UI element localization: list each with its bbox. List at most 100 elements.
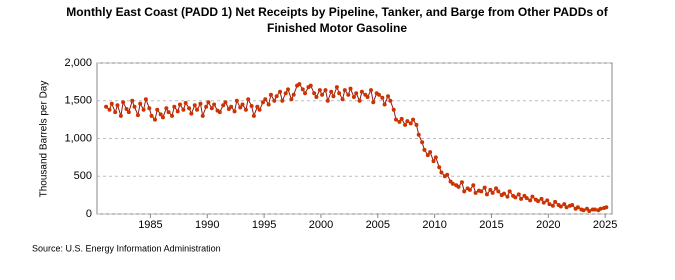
data-point: [118, 113, 123, 118]
data-point: [494, 186, 499, 191]
data-point: [496, 189, 501, 194]
data-point: [130, 98, 135, 103]
data-point: [291, 92, 296, 97]
data-point: [297, 82, 302, 87]
data-point: [325, 98, 330, 103]
data-point: [317, 88, 322, 93]
data-point: [354, 91, 359, 96]
x-tick-label: 2005: [366, 219, 390, 231]
data-point: [411, 117, 416, 122]
data-point: [172, 104, 177, 109]
data-point: [329, 89, 334, 94]
data-point: [488, 187, 493, 192]
data-point: [507, 189, 512, 194]
data-point: [388, 98, 393, 103]
data-point: [164, 106, 169, 111]
y-axis-label: Thousand Barrels per Day: [39, 81, 50, 198]
data-point: [371, 100, 376, 105]
data-point: [255, 104, 260, 109]
data-point: [346, 92, 351, 97]
data-point: [482, 185, 487, 190]
data-point: [177, 102, 182, 107]
data-point: [536, 199, 541, 204]
data-point: [437, 165, 442, 170]
data-point: [490, 190, 495, 195]
data-point: [513, 195, 518, 200]
data-point: [132, 104, 137, 109]
data-point: [251, 113, 256, 118]
data-point: [558, 204, 563, 209]
x-tick-label: 1990: [195, 219, 219, 231]
data-point: [564, 205, 569, 210]
data-point: [268, 92, 273, 97]
data-point: [414, 122, 419, 127]
data-point: [516, 192, 521, 197]
data-point: [263, 97, 268, 102]
data-point: [337, 91, 342, 96]
data-point: [187, 106, 192, 111]
data-point: [183, 101, 188, 106]
data-point: [376, 92, 381, 97]
data-point: [550, 203, 555, 208]
plot-frame: [96, 62, 613, 215]
y-tick-label: 2,000: [64, 57, 92, 69]
x-tick-label: 2025: [593, 219, 617, 231]
data-point: [545, 198, 550, 203]
data-point: [121, 100, 126, 105]
data-point: [399, 116, 404, 121]
x-tick-label: 2015: [479, 219, 503, 231]
data-point: [141, 107, 146, 112]
data-point: [212, 102, 217, 107]
data-point: [138, 101, 143, 106]
data-point: [312, 91, 317, 96]
data-point: [422, 147, 427, 152]
data-point: [115, 103, 120, 108]
data-point: [274, 94, 279, 99]
data-point: [221, 103, 226, 108]
data-point: [272, 98, 277, 103]
data-point: [147, 106, 152, 111]
data-point: [405, 119, 410, 124]
data-point: [471, 183, 476, 188]
data-point: [528, 198, 533, 203]
data-point: [462, 189, 467, 194]
data-point: [340, 97, 345, 102]
data-point: [420, 140, 425, 145]
data-point: [303, 91, 308, 96]
data-point: [124, 107, 129, 112]
data-point: [397, 119, 402, 124]
data-point: [501, 191, 506, 196]
data-point: [547, 202, 552, 207]
data-point: [126, 110, 131, 115]
data-point: [160, 115, 165, 120]
source-note: Source: U.S. Energy Information Administ…: [32, 243, 221, 253]
data-point: [365, 94, 370, 99]
x-tick-label: 2000: [309, 219, 333, 231]
x-tick-label: 1995: [252, 219, 276, 231]
data-point: [456, 184, 461, 189]
data-point: [598, 206, 603, 211]
data-point: [592, 207, 597, 212]
data-point: [403, 122, 408, 127]
data-point: [135, 113, 140, 118]
data-point: [206, 100, 211, 105]
data-point: [170, 113, 175, 118]
data-point: [243, 107, 248, 112]
data-point: [530, 194, 535, 199]
data-point: [195, 107, 200, 112]
data-point: [192, 103, 197, 108]
data-point: [467, 187, 472, 192]
data-point: [223, 100, 228, 105]
data-point: [386, 94, 391, 99]
data-point: [539, 196, 544, 201]
data-point: [314, 94, 319, 99]
data-point: [104, 104, 109, 109]
data-point: [519, 196, 524, 201]
data-point: [505, 194, 510, 199]
data-point: [357, 98, 362, 103]
data-point: [257, 107, 262, 112]
data-point: [107, 107, 112, 112]
data-point: [240, 102, 245, 107]
